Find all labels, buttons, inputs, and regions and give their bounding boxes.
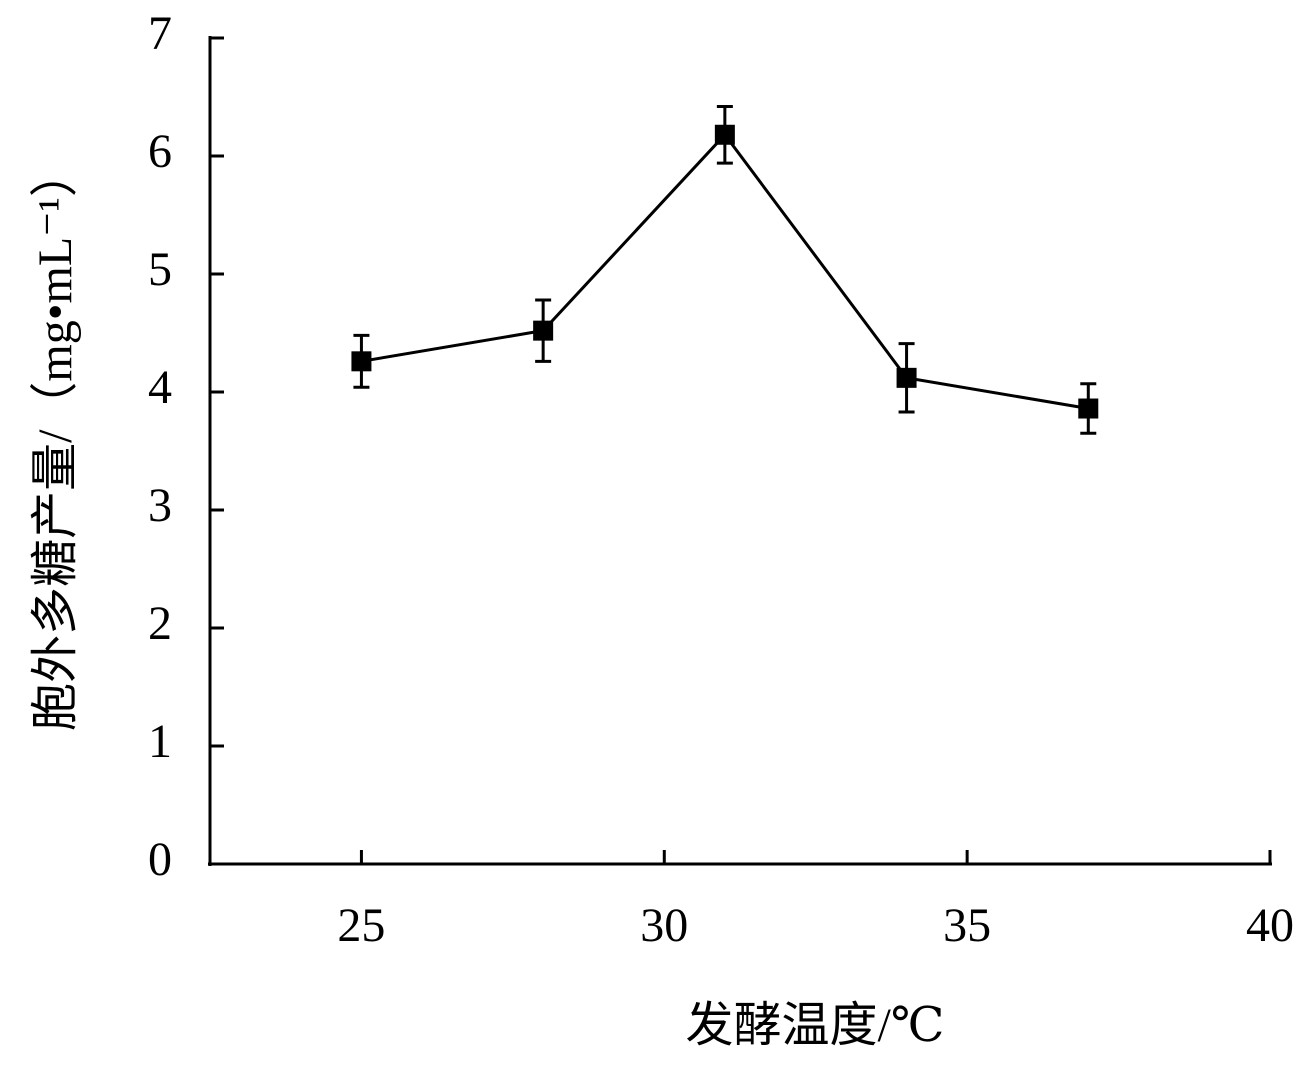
data-line [361, 132, 1089, 410]
y-tick-label: 2 [148, 597, 172, 650]
data-point [533, 320, 554, 341]
x-tick-label: 25 [337, 899, 385, 952]
y-tick-label: 3 [148, 479, 172, 532]
y-tick-label: 5 [148, 243, 172, 296]
y-tick-label: 6 [148, 125, 172, 178]
y-axis-label: 胞外多糖产量/（mg•mL⁻¹） [29, 149, 82, 731]
y-tick-label: 4 [148, 361, 172, 414]
x-tick-label: 40 [1246, 899, 1294, 952]
data-point [714, 124, 735, 145]
x-axis-label: 发酵温度/℃ [685, 999, 944, 1052]
data-point [896, 367, 917, 388]
x-tick-label: 35 [943, 899, 991, 952]
y-tick-label: 7 [148, 7, 172, 60]
y-tick-label: 1 [148, 715, 172, 768]
x-tick-label: 30 [640, 899, 688, 952]
data-point [351, 351, 372, 372]
data-point [1078, 398, 1099, 419]
y-tick-label: 0 [148, 833, 172, 886]
